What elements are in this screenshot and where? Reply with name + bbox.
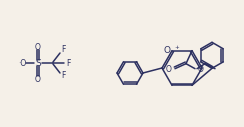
Text: +: + [174,45,179,50]
Text: O: O [163,46,170,55]
Text: O: O [198,65,204,74]
Text: S: S [35,59,41,67]
Text: O: O [35,75,41,83]
Text: F: F [61,72,65,81]
Text: ·O: ·O [18,59,26,67]
Text: F: F [66,59,70,67]
Text: F: F [61,45,65,54]
Text: O: O [166,65,172,74]
Text: O: O [35,43,41,52]
